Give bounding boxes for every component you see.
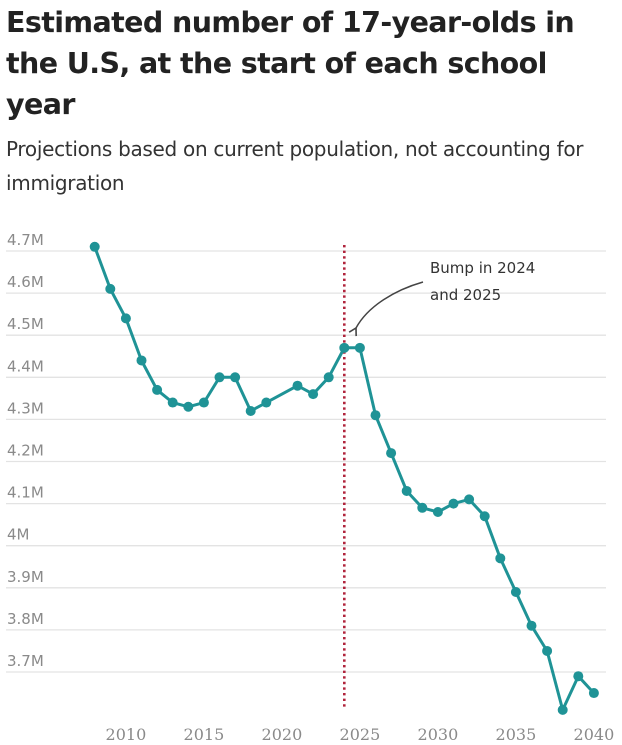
data-point-2019: 2019: 4.34M xyxy=(261,397,272,408)
y-tick-label: 3.7M xyxy=(7,652,44,670)
y-tick-label: 3.8M xyxy=(7,610,44,628)
data-point-2014: 2014: 4.33M xyxy=(183,401,194,412)
data-point-2008: 2008: 4.71M xyxy=(89,241,100,252)
data-point-2017: 2017: 4.4M xyxy=(230,372,241,383)
y-tick-label: 4.7M xyxy=(7,231,44,249)
annotation: Bump in 2024 and 2025 xyxy=(348,259,535,337)
data-point-2025: 2025: 4.47M xyxy=(354,342,365,353)
data-point-2040: 2040: 3.65M xyxy=(588,688,599,699)
annotation-text-line-1: Bump in 2024 xyxy=(430,259,535,277)
series-layer: 2008: 4.71M 2009: 4.61M 2010: 4.54M 2011: 4… xyxy=(89,241,599,715)
y-tick-label: 4.2M xyxy=(7,442,44,460)
x-tick-label: 2035 xyxy=(496,725,537,744)
y-tick-label: 4.3M xyxy=(7,399,44,417)
data-point-2029: 2029: 4.09M xyxy=(417,502,428,513)
y-tick-label: 4.6M xyxy=(7,273,44,291)
data-point-2015: 2015: 4.34M xyxy=(198,397,209,408)
x-tick-label: 2030 xyxy=(418,725,459,744)
data-point-2033: 2033: 4.07M xyxy=(479,511,490,522)
y-tick-label: 4.4M xyxy=(7,357,44,375)
data-point-2027: 2027: 4.22M xyxy=(386,448,397,459)
data-point-2026: 2026: 4.31M xyxy=(370,410,381,421)
y-axis-ticks: 4.7M 4.6M 4.5M 4.4M 4.3M 4.2M 4.1M 4M 3.9M 3.8M 3.… xyxy=(7,231,44,670)
annotation-text-line-2: and 2025 xyxy=(430,286,501,304)
data-point-2024: 2024: 4.47M xyxy=(339,342,350,353)
chart-title: Estimated number of 17-year-olds in the … xyxy=(6,6,575,121)
data-point-2022: 2022: 4.36M xyxy=(308,389,319,400)
data-point-2036: 2036: 3.81M xyxy=(526,620,537,631)
data-point-2011: 2011: 4.44M xyxy=(136,355,147,366)
y-tick-label: 4M xyxy=(7,526,30,544)
data-point-2038: 2038: 3.61M xyxy=(557,704,568,715)
gridlines xyxy=(6,250,606,673)
data-point-2035: 2035: 3.89M xyxy=(510,587,521,598)
y-tick-label: 3.9M xyxy=(7,568,44,586)
data-point-2032: 2032: 4.11M xyxy=(464,494,475,505)
data-point-2028: 2028: 4.13M xyxy=(401,485,412,496)
x-tick-label: 2025 xyxy=(340,725,381,744)
data-point-2013: 2013: 4.34M xyxy=(167,397,178,408)
annotation-arrow xyxy=(348,281,424,337)
data-point-2016: 2016: 4.4M xyxy=(214,372,225,383)
data-point-2012: 2012: 4.37M xyxy=(152,384,163,395)
series-line xyxy=(93,246,596,712)
x-tick-label: 2015 xyxy=(184,725,225,744)
data-point-2034: 2034: 3.97M xyxy=(495,553,506,564)
x-axis-ticks: 2010 2015 2020 2025 2030 2035 2040 xyxy=(106,725,615,744)
data-point-2031: 2031: 4.1M xyxy=(448,498,459,509)
data-point-2021: 2021: 4.38M xyxy=(292,380,303,391)
x-tick-label: 2020 xyxy=(262,725,303,744)
chart-subtitle: Projections based on current population,… xyxy=(6,137,584,195)
data-point-2023: 2023: 4.4M xyxy=(323,372,334,383)
data-point-2009: 2009: 4.61M xyxy=(105,283,116,294)
x-tick-label: 2040 xyxy=(574,725,615,744)
data-point-2037: 2037: 3.75M xyxy=(542,645,553,656)
data-point-2039: 2039: 3.69M xyxy=(573,671,584,682)
x-tick-label: 2010 xyxy=(106,725,147,744)
data-point-2018: 2018: 4.32M xyxy=(245,405,256,416)
y-tick-label: 4.5M xyxy=(7,315,44,333)
data-point-2010: 2010: 4.54M xyxy=(120,313,131,324)
data-point-2030: 2030: 4.08M xyxy=(432,507,443,518)
y-tick-label: 4.1M xyxy=(7,484,44,502)
